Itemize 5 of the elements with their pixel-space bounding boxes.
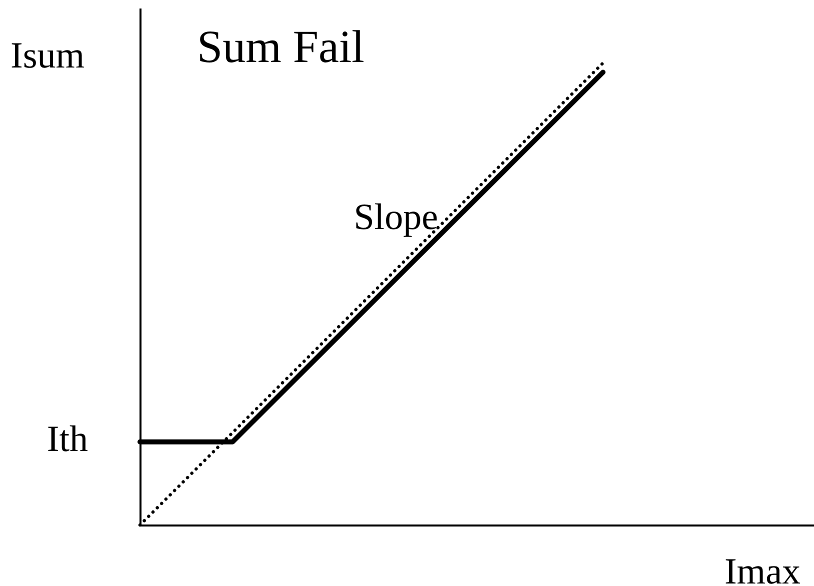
chart-title: Sum Fail	[197, 21, 364, 72]
annotation: Slope	[354, 197, 438, 238]
text: Ith	[46, 419, 88, 460]
x-axis-title: Imax	[724, 552, 801, 586]
y-axis-title: Isum	[10, 36, 85, 76]
